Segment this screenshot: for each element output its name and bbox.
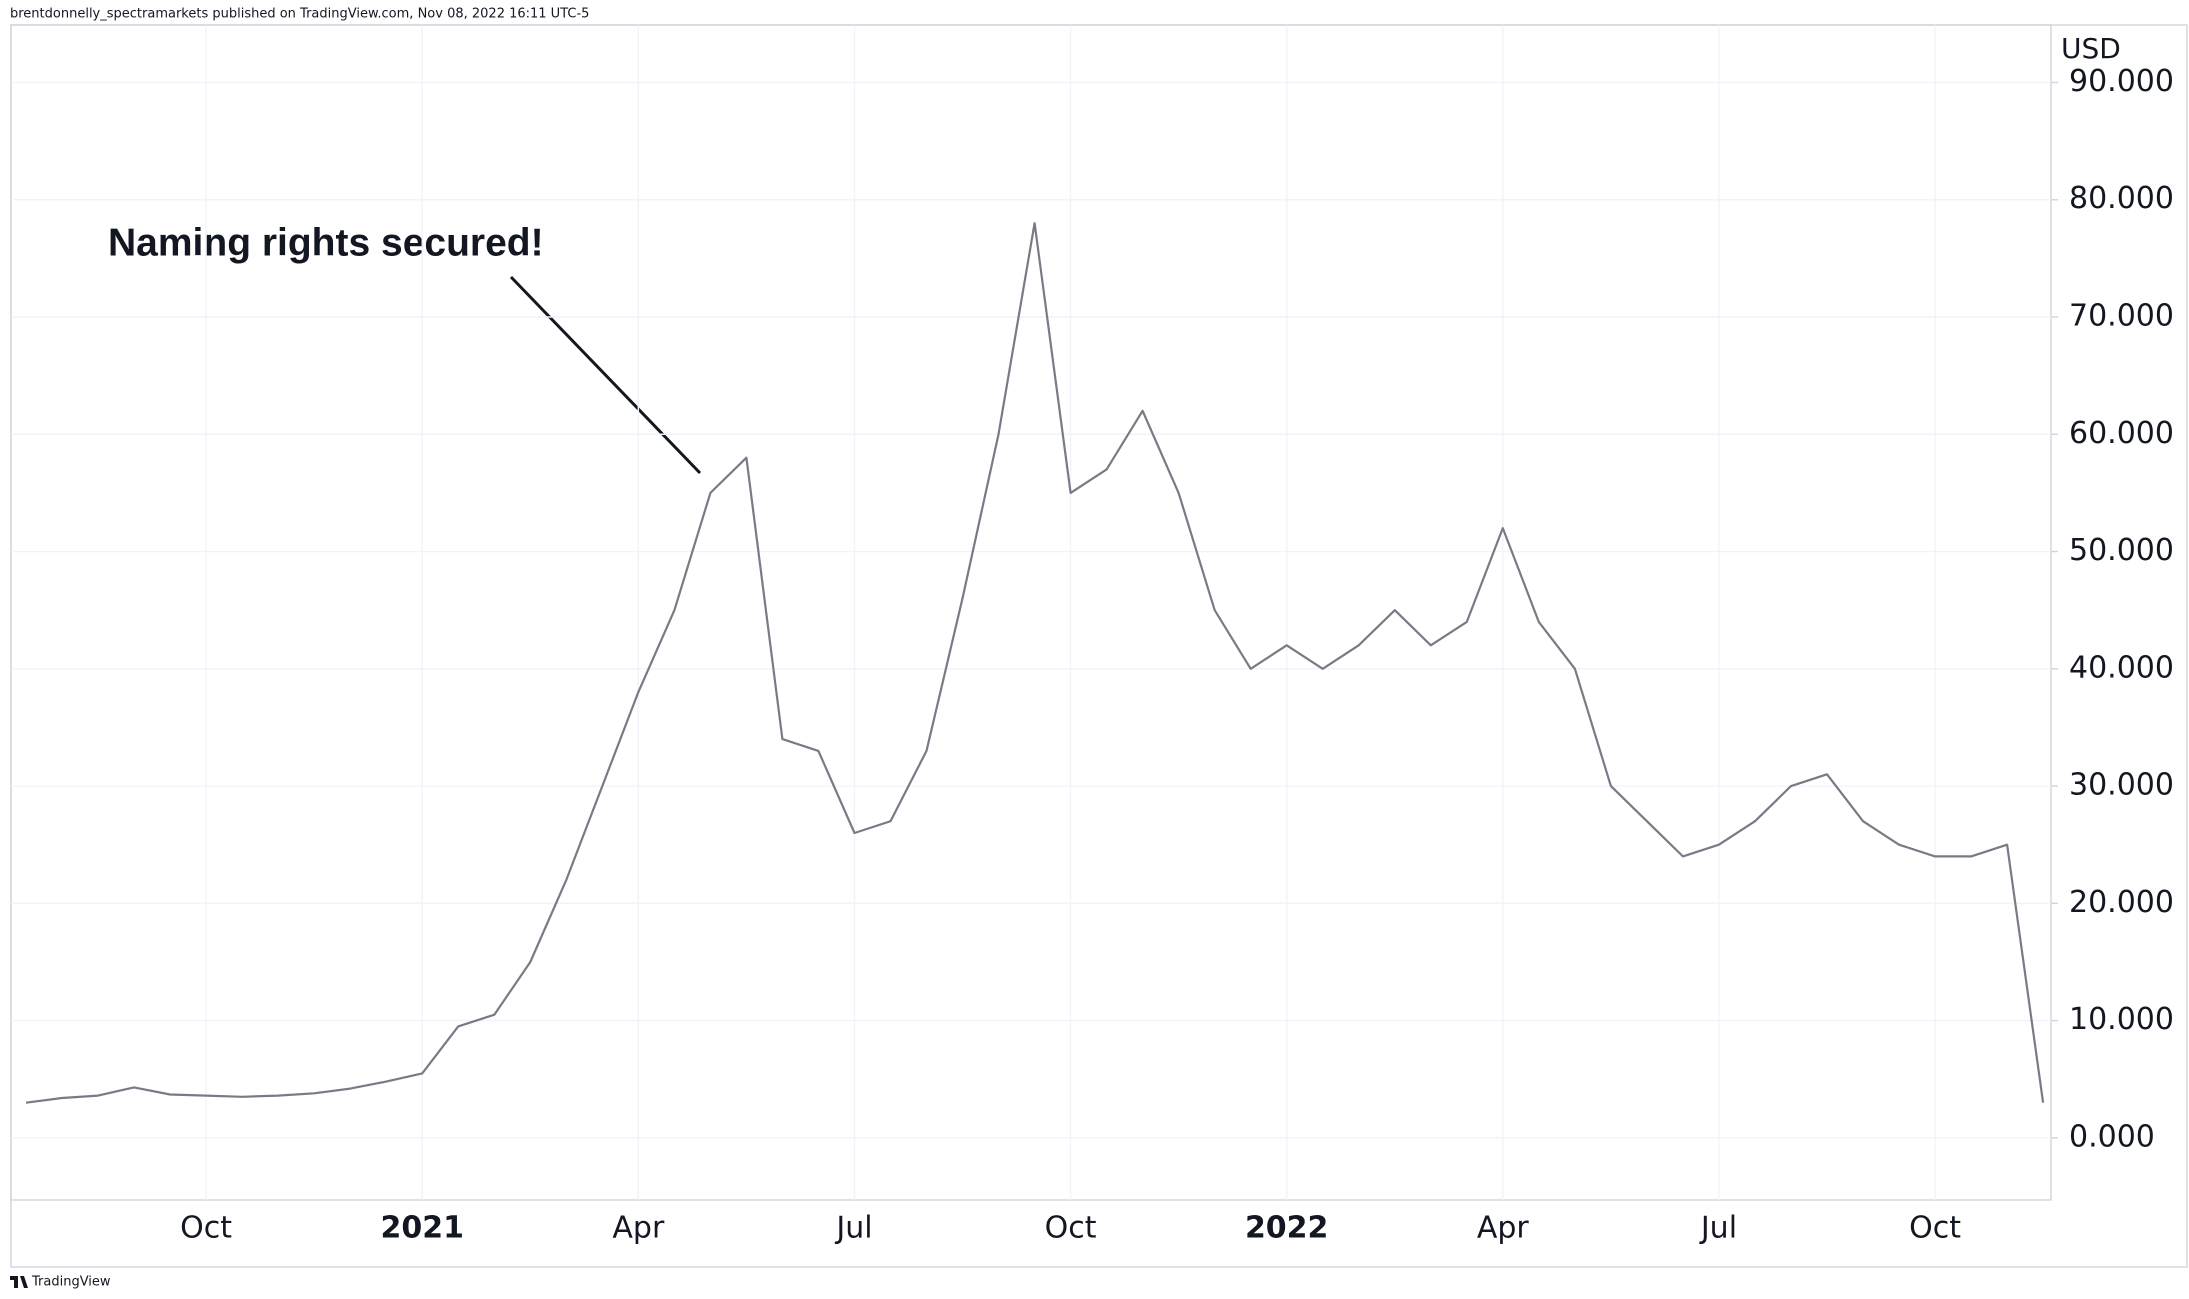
logo-mark [10,1276,28,1288]
footer-logo: TradingView [31,1275,111,1290]
x-tick-label: 2022 [1245,1211,1329,1246]
annotation-arrow [509,275,702,475]
x-tick-label: Oct [1045,1211,1097,1246]
price-line [25,222,2045,1104]
x-tick-label: Apr [612,1211,665,1246]
y-tick-label: 0.000 [2069,1119,2155,1154]
x-tick-label: Apr [1477,1211,1530,1246]
footer: TradingView [31,1275,111,1290]
y-tick-label: 20.000 [2069,885,2174,920]
x-tick-label: Jul [834,1211,872,1246]
y-tick-label: 60.000 [2069,416,2174,451]
y-tick-label: 30.000 [2069,768,2174,803]
plot-frame [10,24,2052,1201]
y-tick-label: 50.000 [2069,533,2174,568]
y-tick-label: 80.000 [2069,181,2174,216]
x-tick-label: 2021 [380,1211,464,1246]
x-tick-label: Jul [1699,1211,1737,1246]
currency-label: USD [2061,32,2121,65]
annotation: Naming rights secured! [108,221,544,264]
x-tick-label: Oct [1909,1211,1961,1246]
chart-frame [10,24,2188,1268]
header: brentdonnelly_spectramarkets published o… [10,7,589,22]
y-tick-label: 90.000 [2069,64,2174,99]
y-tick-label: 10.000 [2069,1002,2174,1037]
y-tick-label: 40.000 [2069,650,2174,685]
y-tick-label: 70.000 [2069,298,2174,333]
x-tick-label: Oct [180,1211,232,1246]
